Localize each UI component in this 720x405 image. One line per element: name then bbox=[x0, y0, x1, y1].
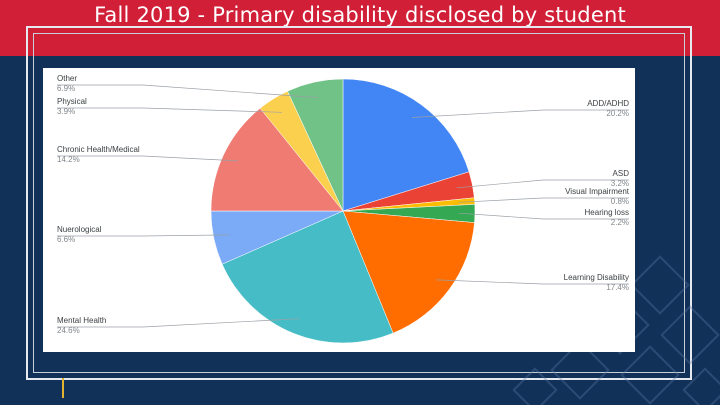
slice-percent-label: 20.2% bbox=[606, 109, 629, 118]
slice-percent-label: 2.2% bbox=[611, 218, 629, 227]
slice-label: ADD/ADHD bbox=[587, 99, 629, 108]
leader-line bbox=[458, 197, 629, 203]
slice-percent-label: 3.9% bbox=[57, 107, 75, 116]
pie-slice bbox=[342, 210, 475, 334]
slice-percent-label: 24.6% bbox=[57, 326, 80, 335]
slice-label: ASD bbox=[613, 169, 630, 178]
pie-slice bbox=[287, 78, 344, 212]
slice-label: Physical bbox=[57, 97, 87, 106]
outer-frame bbox=[26, 26, 692, 380]
leader-line bbox=[456, 179, 629, 189]
leader-line bbox=[436, 279, 629, 285]
slice-percent-label: 17.4% bbox=[606, 283, 629, 292]
leader-line bbox=[57, 318, 300, 328]
slice-label: Learning Disability bbox=[564, 273, 629, 282]
leader-line bbox=[459, 212, 629, 220]
slice-label: Hearing loss bbox=[585, 208, 629, 217]
pie-slice bbox=[342, 78, 470, 212]
pie-slice bbox=[221, 210, 394, 344]
leader-line bbox=[411, 109, 629, 118]
slice-percent-label: 3.2% bbox=[611, 179, 629, 188]
leader-line bbox=[57, 84, 319, 98]
slice-label: Visual Impairment bbox=[565, 187, 630, 196]
slice-label: Other bbox=[57, 74, 77, 83]
accent-bar bbox=[62, 378, 64, 398]
pie-chart-card: ADD/ADHD 20.2% ASD 3.2% Visual Impairment 0.8… bbox=[43, 68, 635, 352]
slice-label: Mental Health bbox=[57, 316, 106, 325]
slide-title: Fall 2019 - Primary disability disclosed… bbox=[94, 3, 626, 27]
inner-frame bbox=[33, 33, 685, 373]
pie-slice bbox=[210, 107, 344, 212]
slice-percent-label: 14.2% bbox=[57, 155, 80, 164]
title-band bbox=[0, 0, 720, 56]
slice-percent-label: 0.8% bbox=[611, 197, 629, 206]
slice-percent-label: 6.6% bbox=[57, 235, 75, 244]
leader-line bbox=[57, 107, 282, 113]
slice-percent-label: 6.9% bbox=[57, 84, 75, 93]
slice-label: Nuerological bbox=[57, 225, 102, 234]
leader-line bbox=[57, 234, 230, 237]
slice-label: Chronic Health/Medical bbox=[57, 145, 140, 154]
leader-line bbox=[57, 155, 239, 162]
